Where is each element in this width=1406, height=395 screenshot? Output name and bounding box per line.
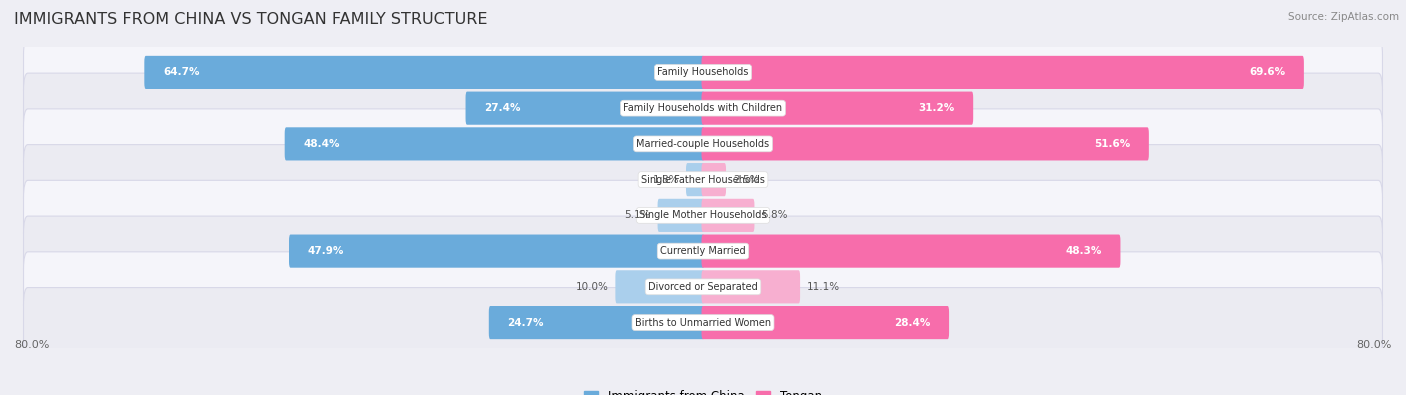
FancyBboxPatch shape	[145, 56, 704, 89]
FancyBboxPatch shape	[24, 288, 1382, 357]
Text: Births to Unmarried Women: Births to Unmarried Women	[636, 318, 770, 327]
Text: 24.7%: 24.7%	[508, 318, 544, 327]
Text: 64.7%: 64.7%	[163, 68, 200, 77]
Text: 80.0%: 80.0%	[1357, 340, 1392, 350]
Text: 2.5%: 2.5%	[733, 175, 759, 184]
Text: Single Mother Households: Single Mother Households	[640, 211, 766, 220]
FancyBboxPatch shape	[24, 38, 1382, 107]
Text: 47.9%: 47.9%	[308, 246, 344, 256]
FancyBboxPatch shape	[702, 56, 1303, 89]
Text: 48.3%: 48.3%	[1066, 246, 1102, 256]
FancyBboxPatch shape	[290, 235, 704, 268]
FancyBboxPatch shape	[465, 92, 704, 125]
Text: Divorced or Separated: Divorced or Separated	[648, 282, 758, 292]
Text: 27.4%: 27.4%	[484, 103, 520, 113]
Text: 80.0%: 80.0%	[14, 340, 49, 350]
FancyBboxPatch shape	[24, 216, 1382, 286]
FancyBboxPatch shape	[24, 252, 1382, 322]
FancyBboxPatch shape	[702, 306, 949, 339]
Text: Currently Married: Currently Married	[661, 246, 745, 256]
Text: Family Households: Family Households	[658, 68, 748, 77]
FancyBboxPatch shape	[702, 92, 973, 125]
FancyBboxPatch shape	[24, 73, 1382, 143]
FancyBboxPatch shape	[616, 270, 704, 303]
Legend: Immigrants from China, Tongan: Immigrants from China, Tongan	[579, 385, 827, 395]
Text: Source: ZipAtlas.com: Source: ZipAtlas.com	[1288, 12, 1399, 22]
FancyBboxPatch shape	[658, 199, 704, 232]
Text: 1.8%: 1.8%	[652, 175, 679, 184]
Text: IMMIGRANTS FROM CHINA VS TONGAN FAMILY STRUCTURE: IMMIGRANTS FROM CHINA VS TONGAN FAMILY S…	[14, 12, 488, 27]
FancyBboxPatch shape	[702, 127, 1149, 160]
Text: 10.0%: 10.0%	[575, 282, 609, 292]
FancyBboxPatch shape	[702, 270, 800, 303]
Text: 51.6%: 51.6%	[1094, 139, 1130, 149]
FancyBboxPatch shape	[24, 109, 1382, 179]
Text: 48.4%: 48.4%	[304, 139, 340, 149]
Text: 28.4%: 28.4%	[894, 318, 931, 327]
Text: Family Households with Children: Family Households with Children	[623, 103, 783, 113]
Text: Married-couple Households: Married-couple Households	[637, 139, 769, 149]
FancyBboxPatch shape	[24, 145, 1382, 214]
Text: 5.1%: 5.1%	[624, 211, 651, 220]
FancyBboxPatch shape	[24, 181, 1382, 250]
FancyBboxPatch shape	[284, 127, 704, 160]
FancyBboxPatch shape	[686, 163, 704, 196]
FancyBboxPatch shape	[702, 235, 1121, 268]
Text: 69.6%: 69.6%	[1249, 68, 1285, 77]
FancyBboxPatch shape	[702, 163, 725, 196]
FancyBboxPatch shape	[702, 199, 755, 232]
Text: 11.1%: 11.1%	[807, 282, 841, 292]
Text: 31.2%: 31.2%	[918, 103, 955, 113]
Text: Single Father Households: Single Father Households	[641, 175, 765, 184]
Text: 5.8%: 5.8%	[762, 211, 787, 220]
FancyBboxPatch shape	[489, 306, 704, 339]
